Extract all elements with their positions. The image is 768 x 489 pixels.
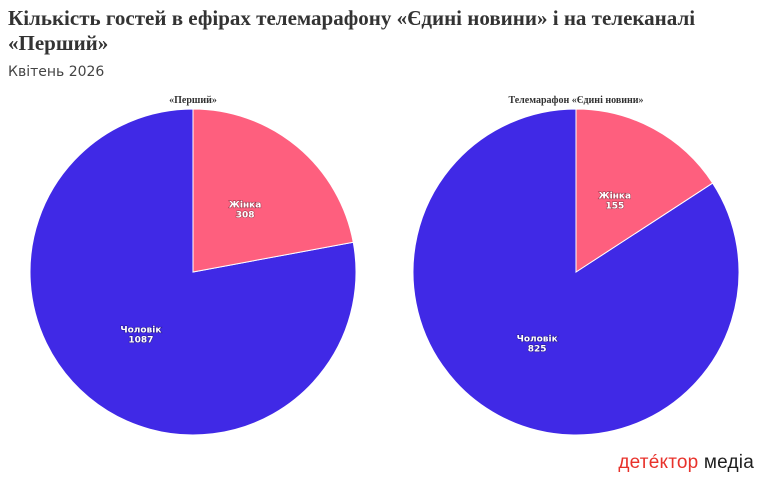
- slice-value-pershyi-man: 1087: [128, 336, 153, 346]
- slice-value-yedyni-novyny-woman: 155: [605, 201, 624, 211]
- pie-title-yedyni-novyny: Телемарафон «Єдині новини»: [508, 95, 643, 106]
- pie-slice-pershyi-woman: [192, 108, 354, 273]
- chart-subtitle: Квітень 2026: [8, 64, 105, 80]
- pie-title-pershyi: «Перший»: [169, 95, 217, 106]
- chart-title: Кількість гостей в ефірах телемарафону «…: [8, 6, 696, 55]
- detector-media-logo: детéктор медіа: [618, 452, 754, 474]
- slice-label-pershyi-woman: Жінка: [229, 199, 262, 210]
- slice-value-yedyni-novyny-man: 825: [528, 345, 547, 355]
- slice-label-yedyni-novyny-woman: Жінка: [599, 190, 632, 201]
- slice-label-yedyni-novyny-man: Чоловік: [517, 334, 558, 345]
- pie-slice-pershyi-man: [29, 108, 357, 436]
- logo-part-media: медіа: [703, 452, 754, 473]
- logo-part-detector: детéктор: [618, 452, 699, 473]
- pie-slice-yedyni-novyny-woman: [575, 108, 714, 273]
- slice-label-pershyi-man: Чоловік: [120, 325, 161, 336]
- slice-value-pershyi-woman: 308: [236, 210, 255, 220]
- pie-slice-yedyni-novyny-man: [412, 108, 740, 436]
